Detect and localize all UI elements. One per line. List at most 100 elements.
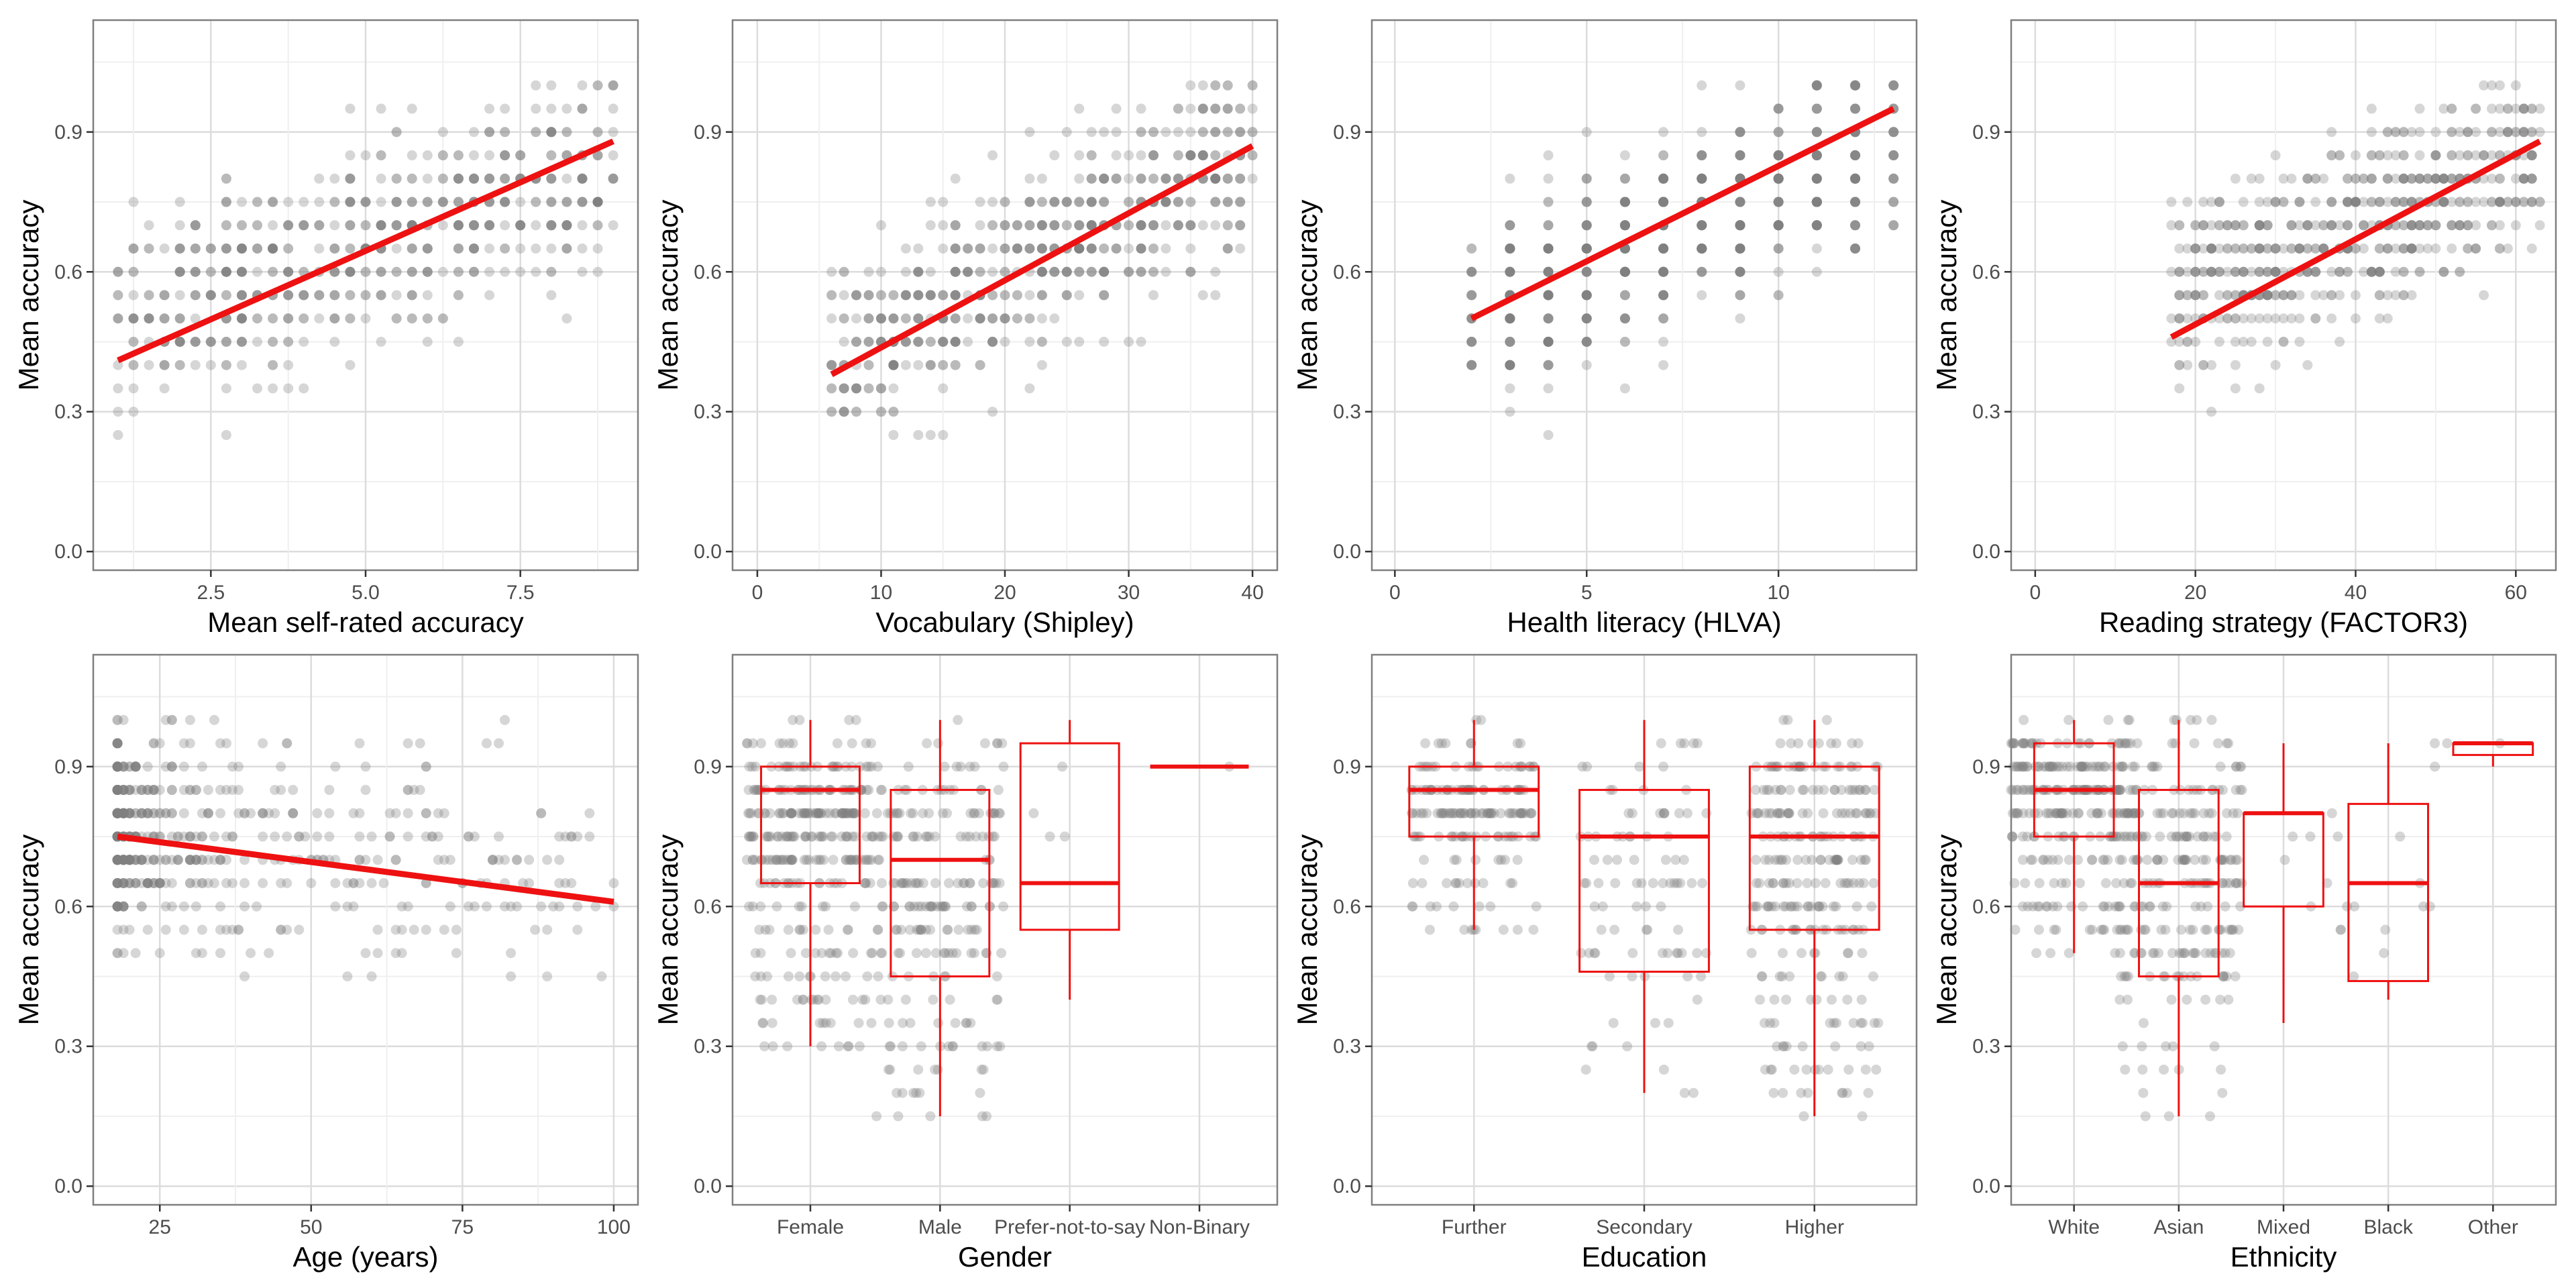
x-tick-label: 25 (149, 1216, 171, 1238)
scatter-point (938, 360, 949, 370)
jitter-point (1627, 948, 1638, 959)
scatter-point (484, 290, 495, 301)
jitter-point (1774, 971, 1785, 981)
jitter-point (2125, 831, 2135, 842)
scatter-point (950, 313, 961, 324)
scatter-point (950, 266, 961, 277)
scatter-point (1619, 197, 1630, 207)
scatter-point (451, 924, 462, 935)
scatter-point (190, 290, 201, 301)
jitter-point (2190, 948, 2201, 959)
jitter-point (2103, 714, 2114, 725)
scatter-point (453, 197, 464, 207)
scatter-point (422, 266, 433, 277)
scatter-point (437, 197, 448, 207)
jitter-point (1826, 738, 1837, 749)
scatter-point (851, 383, 862, 394)
scatter-point (1061, 266, 1072, 277)
jitter-point (2200, 948, 2211, 959)
scatter-point (950, 290, 961, 301)
jitter-point (904, 901, 915, 912)
scatter-point (396, 948, 407, 959)
y-tick-label: 0.9 (1333, 121, 1361, 144)
scatter-point (1049, 197, 1060, 207)
scatter-point (2366, 197, 2377, 207)
y-tick-label: 0.6 (1333, 896, 1361, 918)
scatter-point (950, 244, 961, 254)
scatter-point (329, 197, 340, 207)
scatter-point (900, 313, 911, 324)
scatter-point (987, 266, 998, 277)
scatter-point (561, 197, 572, 207)
y-tick-label: 0.6 (54, 261, 83, 283)
jitter-point (2123, 808, 2133, 818)
scatter-point (2214, 197, 2224, 207)
scatter-point (577, 173, 588, 184)
scatter-point (345, 360, 356, 370)
scatter-point (1124, 150, 1134, 161)
scatter-point (1697, 150, 1707, 161)
scatter-point (1173, 103, 1183, 114)
scatter-point (445, 901, 455, 912)
scatter-point (1000, 313, 1010, 324)
scatter-point (128, 336, 139, 347)
scatter-point (1124, 197, 1134, 207)
scatter-point (1148, 150, 1159, 161)
jitter-point (1868, 971, 1878, 981)
scatter-point (975, 220, 985, 231)
scatter-point (437, 173, 448, 184)
scatter-point (128, 290, 139, 301)
jitter-point (885, 1064, 896, 1075)
scatter-point (913, 266, 924, 277)
scatter-point (1222, 103, 1233, 114)
scatter-point (391, 173, 402, 184)
scatter-point (1036, 244, 1047, 254)
scatter-point (372, 924, 383, 935)
scatter-point (2270, 150, 2281, 161)
scatter-point (453, 197, 464, 207)
jitter-point (2209, 1041, 2220, 1052)
scatter-point (2278, 197, 2289, 207)
scatter-point (2398, 173, 2409, 184)
scatter-point (1811, 220, 1822, 231)
scatter-point (252, 901, 262, 912)
scatter-point (1197, 150, 1208, 161)
scatter-point (112, 785, 123, 796)
scatter-point (2414, 127, 2425, 138)
scatter-point (330, 901, 341, 912)
jitter-point (1871, 1064, 1882, 1075)
scatter-point (268, 197, 278, 207)
scatter-point (1735, 244, 1746, 254)
scatter-point (1161, 197, 1171, 207)
scatter-point (950, 336, 961, 347)
scatter-point (2398, 266, 2409, 277)
scatter-point (128, 244, 139, 254)
scatter-point (329, 313, 340, 324)
jitter-point (783, 971, 794, 981)
scatter-point (236, 313, 247, 324)
scatter-point (1505, 336, 1515, 347)
scatter-point (950, 313, 961, 324)
scatter-point (2382, 173, 2393, 184)
scatter-point (329, 290, 340, 301)
scatter-point (391, 197, 402, 207)
scatter-point (128, 313, 139, 324)
scatter-point (1811, 173, 1822, 184)
scatter-point (851, 336, 862, 347)
scatter-point (1136, 127, 1146, 138)
scatter-point (577, 173, 588, 184)
scatter-point (268, 266, 278, 277)
jitter-point (760, 924, 771, 935)
scatter-point (391, 266, 402, 277)
jitter-point (1799, 1111, 1809, 1122)
y-tick-label: 0.3 (1333, 401, 1361, 423)
scatter-point (453, 290, 464, 301)
scatter-point (159, 313, 170, 324)
scatter-point (268, 313, 278, 324)
scatter-point (2366, 127, 2377, 138)
scatter-point (925, 266, 936, 277)
scatter-point (1222, 127, 1233, 138)
scatter-point (577, 173, 588, 184)
scatter-point (437, 266, 448, 277)
scatter-point (174, 336, 185, 347)
